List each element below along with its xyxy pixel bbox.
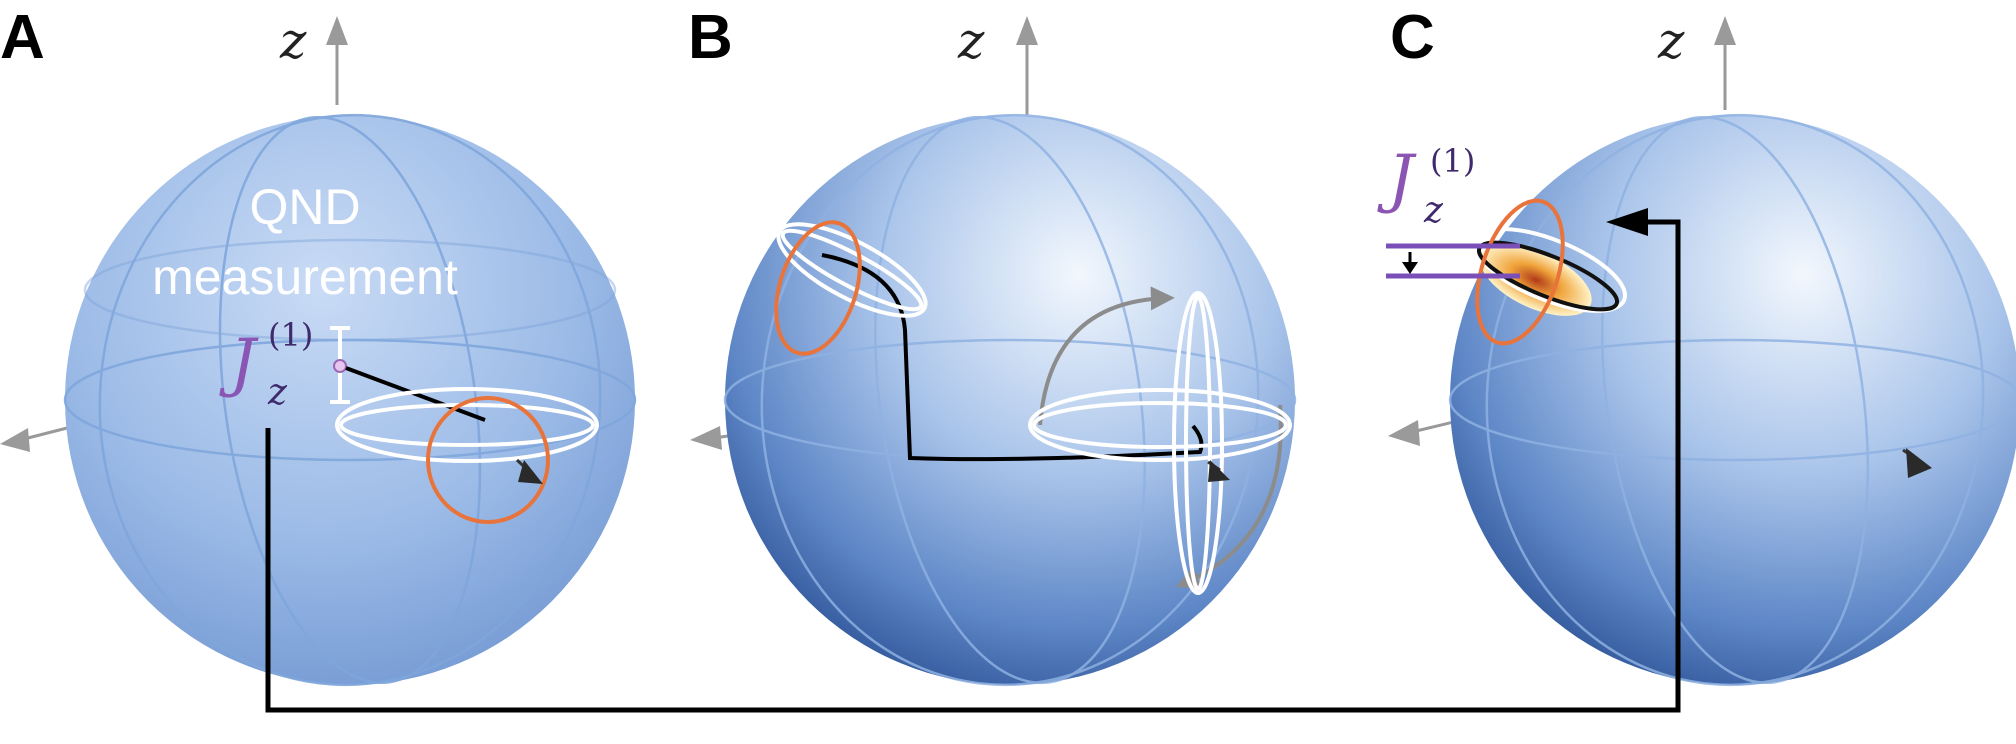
x-arrowhead-b (690, 426, 722, 450)
uncertainty-circle-c (1475, 198, 1565, 346)
jz-subscript-a: z (267, 372, 288, 413)
measurement-point-a (333, 359, 347, 373)
z-arrowhead-a (326, 16, 348, 45)
measurement-label: measurement (152, 249, 458, 305)
jz-subscript-c: z (1423, 190, 1444, 231)
feedback-line (265, 219, 1681, 713)
jz-label-c: J z (1) (1377, 142, 1475, 231)
y-arrowhead-b (1208, 460, 1230, 482)
z-axis-label-a: z (279, 12, 307, 70)
shift-arrowhead (1402, 262, 1418, 274)
panel-label-b: B (688, 3, 733, 72)
x-arrowhead-c (1388, 420, 1420, 446)
panel-c: J z (1) C z (1377, 3, 2016, 687)
rotation-arrow-b-up (1038, 286, 1175, 426)
panel-label-a: A (0, 3, 45, 72)
panel-label-c: C (1390, 3, 1435, 72)
spin-disc-a (335, 387, 599, 463)
z-arrowhead-c (1714, 16, 1736, 45)
spin-disc-b-vertical (1172, 291, 1224, 595)
state-vector-a (345, 366, 486, 422)
uncertainty-circle-a (426, 396, 550, 524)
qnd-label: QND (249, 179, 360, 235)
panel-b: B z (688, 3, 1297, 687)
jz-readout-c (1386, 243, 1520, 279)
bloch-sphere-b (725, 115, 1295, 685)
jz-symbol-c: J (1377, 142, 1417, 216)
z-axis-label-b: z (957, 12, 985, 70)
x-axis-a (19, 424, 76, 442)
y-arrowhead-c (1906, 448, 1932, 478)
jz-superscript-c: (1) (1430, 142, 1475, 180)
z-axis-label-c: z (1657, 12, 1685, 70)
squeezed-state-c (1480, 244, 1592, 316)
panel-a: QND measurement J z (1) A z (0, 3, 637, 687)
z-arrowhead-b (1016, 16, 1038, 45)
jz-superscript-a: (1) (268, 316, 313, 354)
spin-disc-b-horizontal (1028, 388, 1292, 462)
x-arrowhead-a (0, 428, 30, 452)
feedback-arrowhead (1606, 208, 1648, 236)
y-arrowhead-a (518, 460, 543, 484)
uncertainty-circle-b (774, 220, 862, 356)
